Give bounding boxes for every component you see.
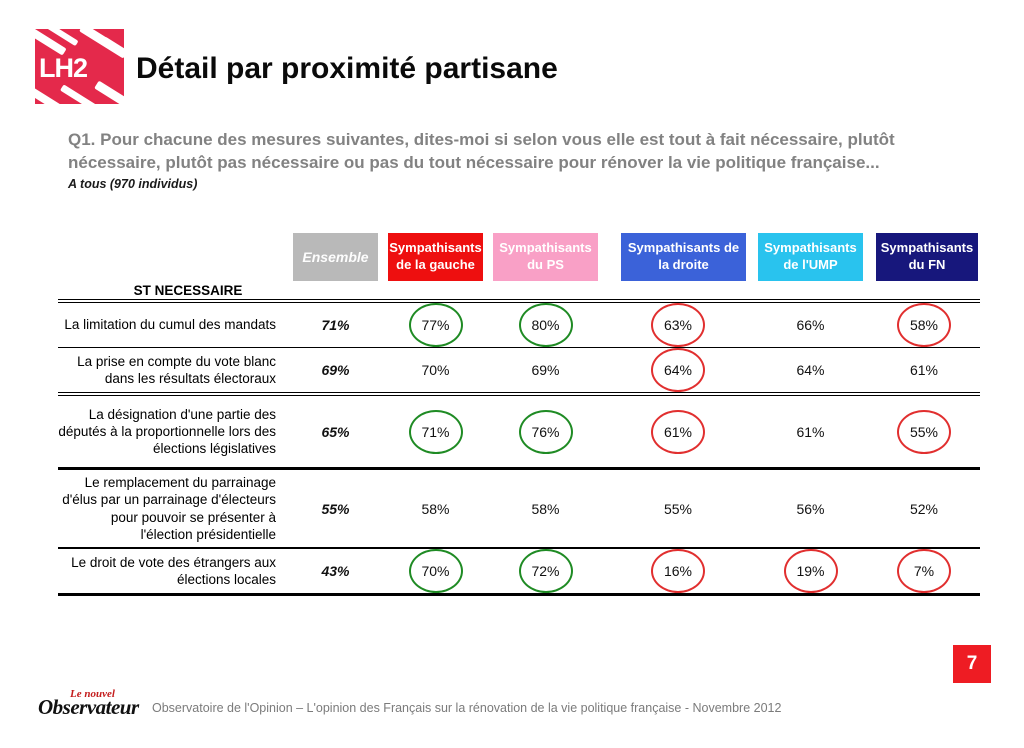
table-value: 55%	[897, 409, 951, 454]
ensemble-value: 71%	[321, 317, 350, 333]
nouvel-observateur-logo-bottom: Observateur	[38, 695, 139, 719]
nouvel-observateur-logo: Le nouvel Observateur	[38, 688, 153, 728]
table-value: 80%	[518, 303, 573, 347]
nouvel-observateur-logo-top: Le nouvel	[70, 688, 115, 700]
table-row: Le remplacement du parrainage d'élus par…	[58, 470, 980, 550]
logo-stripe-decoration	[35, 80, 64, 104]
table-value: 63%	[651, 303, 705, 347]
column-header-label: du FN	[908, 257, 946, 272]
column-headers-row: Ensemble Sympathisants de la gauche Symp…	[58, 233, 980, 281]
column-header-label: Sympathisants	[389, 240, 482, 256]
column-header-ump: Sympathisants de l'UMP	[758, 233, 863, 281]
table-value: 76%	[518, 409, 573, 454]
ensemble-value: 43%	[321, 563, 350, 580]
table-value: 69%	[531, 362, 560, 378]
ensemble-value: 65%	[321, 423, 350, 440]
table-row: La désignation d'une partie des députés …	[58, 396, 980, 470]
lh2-logo-text: LH2	[39, 53, 88, 83]
column-header-label: Sympathisants	[499, 240, 592, 256]
column-header-label: Sympathisants de	[627, 240, 740, 256]
table-value: 64%	[651, 348, 705, 392]
section-label: ST NECESSAIRE	[133, 283, 243, 298]
table-value: 19%	[783, 549, 838, 594]
section-header-row: ST NECESSAIRE	[58, 282, 980, 303]
row-label: La désignation d'une partie des députés …	[58, 406, 276, 457]
row-label: Le remplacement du parrainage d'élus par…	[62, 475, 276, 542]
table-value: 52%	[909, 500, 939, 517]
logo-stripe-decoration	[94, 80, 124, 104]
table-value: 70%	[421, 362, 450, 378]
table-value: 61%	[909, 362, 939, 378]
question-text: Q1. Pour chacune des mesures suivantes, …	[68, 130, 895, 172]
table-value: 58%	[421, 500, 450, 517]
row-label: La limitation du cumul des mandats	[64, 317, 276, 333]
table-value: 58%	[897, 303, 951, 347]
column-header-fn: Sympathisants du FN	[876, 233, 978, 281]
page-number-badge: 7	[953, 645, 991, 683]
table-value: 64%	[796, 362, 825, 378]
row-label: La prise en compte du vote blanc dans le…	[77, 353, 276, 386]
column-header-label: de l'UMP	[783, 257, 838, 272]
ensemble-value: 69%	[321, 362, 350, 378]
table-value: 72%	[518, 549, 573, 594]
footer-source-text: Observatoire de l'Opinion – L'opinion de…	[152, 701, 782, 715]
column-header-label: Ensemble	[302, 248, 369, 265]
table-row: La prise en compte du vote blanc dans le…	[58, 348, 980, 396]
table-value: 70%	[408, 549, 463, 594]
question-base: A tous (970 individus)	[68, 177, 198, 191]
column-header-ps: Sympathisants du PS	[493, 233, 598, 281]
table-value: 56%	[796, 500, 825, 517]
table-value: 58%	[531, 500, 560, 517]
column-header-label: de la gauche	[396, 257, 475, 272]
table-value: 7%	[897, 549, 951, 594]
column-header-label: Sympathisants	[764, 240, 857, 256]
page-title: Détail par proximité partisane	[136, 52, 558, 85]
column-header-label: du PS	[527, 257, 564, 272]
table-value: 16%	[651, 549, 705, 594]
lh2-logo: LH2	[35, 29, 124, 104]
table-row: La limitation du cumul des mandats 71% 7…	[58, 303, 980, 348]
table-value: 77%	[408, 303, 463, 347]
table-row: Le droit de vote des étrangers aux élect…	[58, 549, 980, 597]
column-header-droite: Sympathisants de la droite	[621, 233, 746, 281]
table-value: 66%	[796, 317, 825, 333]
table-value: 61%	[651, 409, 705, 454]
ensemble-value: 55%	[321, 500, 350, 517]
table-value: 55%	[663, 500, 693, 517]
column-header-label: Sympathisants	[880, 240, 974, 256]
row-label: Le droit de vote des étrangers aux élect…	[71, 554, 276, 588]
table-value: 71%	[408, 409, 463, 454]
column-header-gauche: Sympathisants de la gauche	[388, 233, 483, 281]
column-header-label: la droite	[658, 257, 709, 272]
table-value: 61%	[796, 423, 825, 440]
results-table: ST NECESSAIRE La limitation du cumul des…	[58, 282, 980, 597]
column-header-ensemble: Ensemble	[293, 233, 378, 281]
